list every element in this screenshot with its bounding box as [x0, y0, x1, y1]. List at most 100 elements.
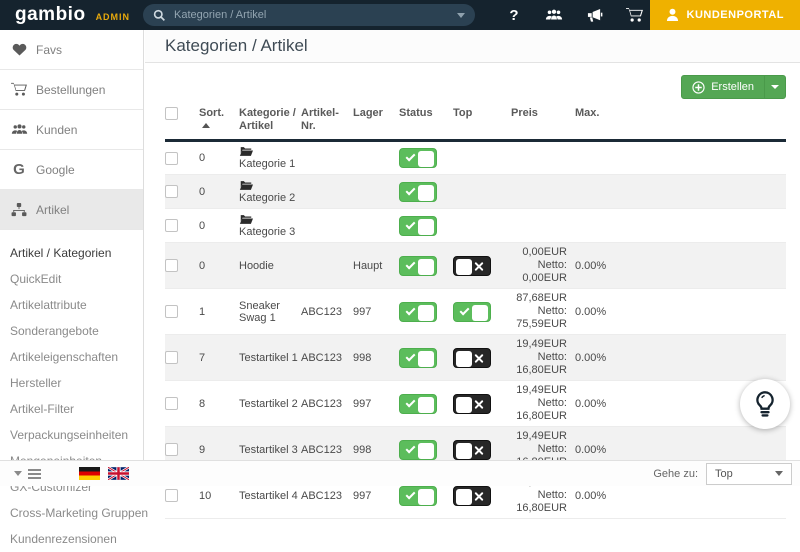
- status-toggle[interactable]: [399, 486, 437, 506]
- sidebar-subitem[interactable]: Kundenrezensionen: [0, 526, 143, 552]
- users-icon[interactable]: [545, 6, 563, 24]
- artikel-nr: [301, 243, 353, 289]
- folder-icon: [239, 180, 299, 192]
- netto-label: Netto:: [511, 397, 567, 410]
- announcement-icon[interactable]: [585, 6, 603, 24]
- top-toggle[interactable]: [453, 256, 491, 276]
- sidebar-subitem[interactable]: Artikeleigenschaften: [0, 344, 143, 370]
- sidebar-subitem-label: Cross-Marketing Gruppen: [10, 506, 148, 520]
- create-button[interactable]: Erstellen: [681, 75, 786, 99]
- sidebar-subitem[interactable]: Sonderangebote: [0, 318, 143, 344]
- german-flag-icon[interactable]: [79, 467, 100, 480]
- sidebar-subitem[interactable]: Cross-Marketing Gruppen: [0, 500, 143, 526]
- sidebar-item-google[interactable]: G Google: [0, 150, 143, 190]
- help-icon[interactable]: ?: [505, 6, 523, 24]
- item-name[interactable]: Testartikel 2: [239, 398, 298, 410]
- price-netto: 75,59EUR: [511, 318, 567, 331]
- global-search[interactable]: [143, 4, 475, 26]
- sidebar-subitem[interactable]: Artikelattribute: [0, 292, 143, 318]
- select-all-checkbox[interactable]: [165, 107, 178, 120]
- row-checkbox[interactable]: [165, 443, 178, 456]
- row-checkbox[interactable]: [165, 397, 178, 410]
- item-name[interactable]: Testartikel 3: [239, 444, 298, 456]
- folder-icon: [239, 146, 299, 158]
- table-header-row: Sort. Kategorie / Artikel Artikel-Nr. La…: [165, 103, 786, 141]
- row-checkbox[interactable]: [165, 185, 178, 198]
- header-kategorie-artikel[interactable]: Kategorie / Artikel: [239, 103, 301, 141]
- price-brutto: 19,49EUR: [511, 384, 567, 397]
- top-toggle[interactable]: [453, 440, 491, 460]
- status-toggle[interactable]: [399, 148, 437, 168]
- sidebar-subitem[interactable]: Hersteller: [0, 370, 143, 396]
- status-toggle[interactable]: [399, 182, 437, 202]
- sort-value: 7: [199, 335, 239, 381]
- sidebar-item-artikel[interactable]: Artikel: [0, 190, 143, 230]
- page-title: Kategorien / Artikel: [165, 36, 308, 56]
- search-icon: [153, 9, 166, 22]
- artikel-nr: [301, 175, 353, 209]
- status-toggle[interactable]: [399, 256, 437, 276]
- sidebar-subitem[interactable]: QuickEdit: [0, 266, 143, 292]
- sidebar-item-favs[interactable]: Favs: [0, 30, 143, 70]
- sidebar-item-kunden[interactable]: Kunden: [0, 110, 143, 150]
- status-toggle[interactable]: [399, 302, 437, 322]
- header-sort[interactable]: Sort.: [199, 103, 239, 141]
- top-toggle[interactable]: [453, 486, 491, 506]
- sort-value: 0: [199, 141, 239, 175]
- sidebar-subitem-label: Sonderangebote: [10, 324, 99, 338]
- sidebar-item-bestellungen[interactable]: Bestellungen: [0, 70, 143, 110]
- table-row: 0 Kategorie 2: [165, 175, 786, 209]
- sidebar-subitem-label: Artikel / Kategorien: [10, 246, 111, 260]
- header-artikel-nr[interactable]: Artikel-Nr.: [301, 103, 353, 141]
- sidebar-item-label: Kunden: [36, 123, 77, 137]
- row-checkbox[interactable]: [165, 489, 178, 502]
- item-name[interactable]: Kategorie 3: [239, 226, 295, 238]
- help-bulb-button[interactable]: [740, 379, 790, 429]
- status-toggle[interactable]: [399, 394, 437, 414]
- sidebar-collapse-button[interactable]: [14, 469, 41, 479]
- sidebar-subitem-label: Artikeleigenschaften: [10, 350, 118, 364]
- users-icon: [9, 123, 29, 136]
- search-dropdown-caret-icon[interactable]: [457, 13, 465, 18]
- header-max[interactable]: Max.: [575, 103, 627, 141]
- top-toggle[interactable]: [453, 302, 491, 322]
- top-toggle[interactable]: [453, 394, 491, 414]
- sidebar-subitem[interactable]: Verpackungseinheiten: [0, 422, 143, 448]
- item-name[interactable]: Sneaker Swag 1: [239, 300, 280, 324]
- status-toggle[interactable]: [399, 216, 437, 236]
- row-checkbox[interactable]: [165, 351, 178, 364]
- row-checkbox[interactable]: [165, 152, 178, 165]
- item-name[interactable]: Testartikel 1: [239, 352, 298, 364]
- kundenportal-button[interactable]: KUNDENPORTAL: [650, 0, 800, 30]
- max-value: 0.00%: [575, 289, 627, 335]
- sidebar-item-label: Bestellungen: [36, 83, 105, 97]
- search-input[interactable]: [174, 9, 457, 21]
- header-status[interactable]: Status: [399, 103, 453, 141]
- sidebar-subitem[interactable]: Artikel / Kategorien: [0, 240, 143, 266]
- sidebar-item-label: Artikel: [36, 203, 69, 217]
- header-top[interactable]: Top: [453, 103, 511, 141]
- header-lager[interactable]: Lager: [353, 103, 399, 141]
- google-g-icon: G: [9, 161, 29, 178]
- row-checkbox[interactable]: [165, 259, 178, 272]
- cart-icon[interactable]: [625, 6, 643, 24]
- status-toggle[interactable]: [399, 440, 437, 460]
- top-toggle[interactable]: [453, 348, 491, 368]
- item-name[interactable]: Testartikel 4: [239, 490, 298, 502]
- header-preis[interactable]: Preis: [511, 103, 575, 141]
- row-checkbox[interactable]: [165, 219, 178, 232]
- price-brutto: 0,00EUR: [511, 246, 567, 259]
- sidebar-subitem[interactable]: Artikel-Filter: [0, 396, 143, 422]
- item-name[interactable]: Kategorie 1: [239, 158, 295, 170]
- item-name[interactable]: Hoodie: [239, 260, 274, 272]
- lager-value: [353, 209, 399, 243]
- goto-select[interactable]: Top: [706, 463, 792, 485]
- row-checkbox[interactable]: [165, 305, 178, 318]
- sidebar-submenu: Artikel / Kategorien QuickEdit Artikelat…: [0, 240, 143, 552]
- item-name[interactable]: Kategorie 2: [239, 192, 295, 204]
- status-toggle[interactable]: [399, 348, 437, 368]
- uk-flag-icon[interactable]: [108, 467, 129, 480]
- create-dropdown-caret-icon[interactable]: [765, 76, 785, 98]
